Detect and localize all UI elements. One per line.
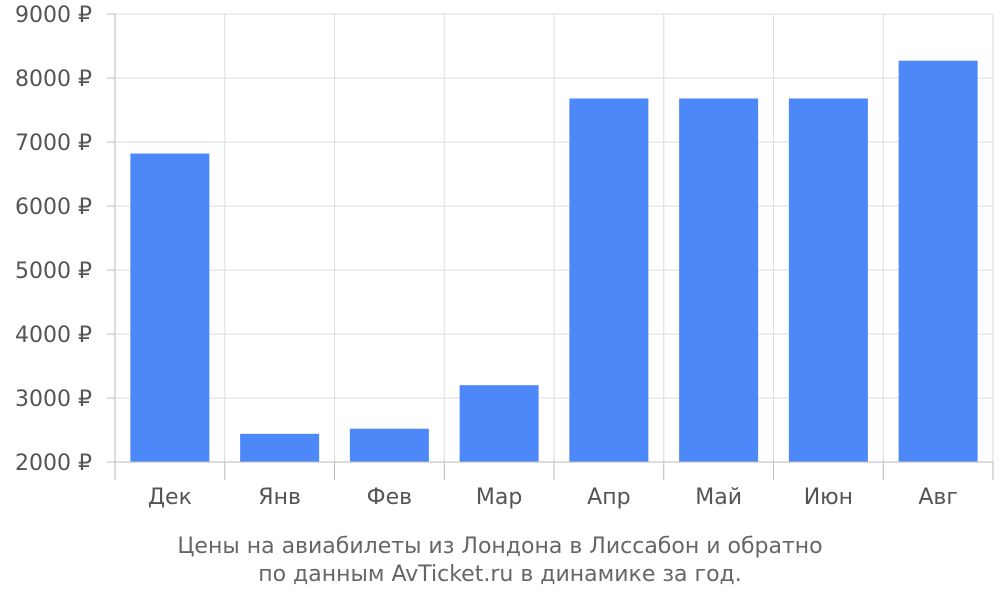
x-tick-label: Июн — [804, 485, 853, 510]
x-tick-label: Дек — [148, 485, 192, 510]
price-bar-chart: 2000 ₽ 3000 ₽ 4000 ₽ 5000 ₽ 6000 ₽ 7000 ₽ 8000… — [15, 3, 994, 510]
x-tick-label: Фев — [367, 485, 412, 510]
bar — [130, 153, 210, 462]
x-tick-label: Янв — [258, 485, 301, 510]
bar — [459, 385, 539, 462]
bar — [679, 98, 759, 462]
y-tick-label: 6000 ₽ — [15, 195, 92, 220]
y-tick-label: 3000 ₽ — [15, 387, 92, 412]
bar — [788, 98, 868, 462]
tick-labels: 2000 ₽ 3000 ₽ 4000 ₽ 5000 ₽ 6000 ₽ 7000 ₽ 8000… — [15, 3, 958, 510]
bar — [240, 433, 320, 462]
bar — [898, 60, 978, 462]
bars — [130, 60, 978, 462]
y-tick-label: 7000 ₽ — [15, 131, 92, 156]
x-tick-label: Апр — [587, 485, 630, 510]
x-tick-label: Мар — [476, 485, 522, 510]
chart-caption-line-2: по данным AvTicket.ru в динамике за год. — [258, 562, 742, 587]
bar — [349, 428, 429, 462]
y-tick-label: 4000 ₽ — [15, 323, 92, 348]
chart-caption-line-1: Цены на авиабилеты из Лондона в Лиссабон… — [177, 534, 823, 559]
bar — [569, 98, 649, 462]
y-tick-label: 8000 ₽ — [15, 67, 92, 92]
axes — [107, 13, 994, 480]
gridlines — [115, 13, 994, 463]
y-tick-label: 2000 ₽ — [15, 451, 92, 476]
x-tick-label: Авг — [918, 485, 958, 510]
y-tick-label: 9000 ₽ — [15, 3, 92, 28]
y-tick-label: 5000 ₽ — [15, 259, 92, 284]
x-tick-label: Май — [695, 485, 742, 510]
